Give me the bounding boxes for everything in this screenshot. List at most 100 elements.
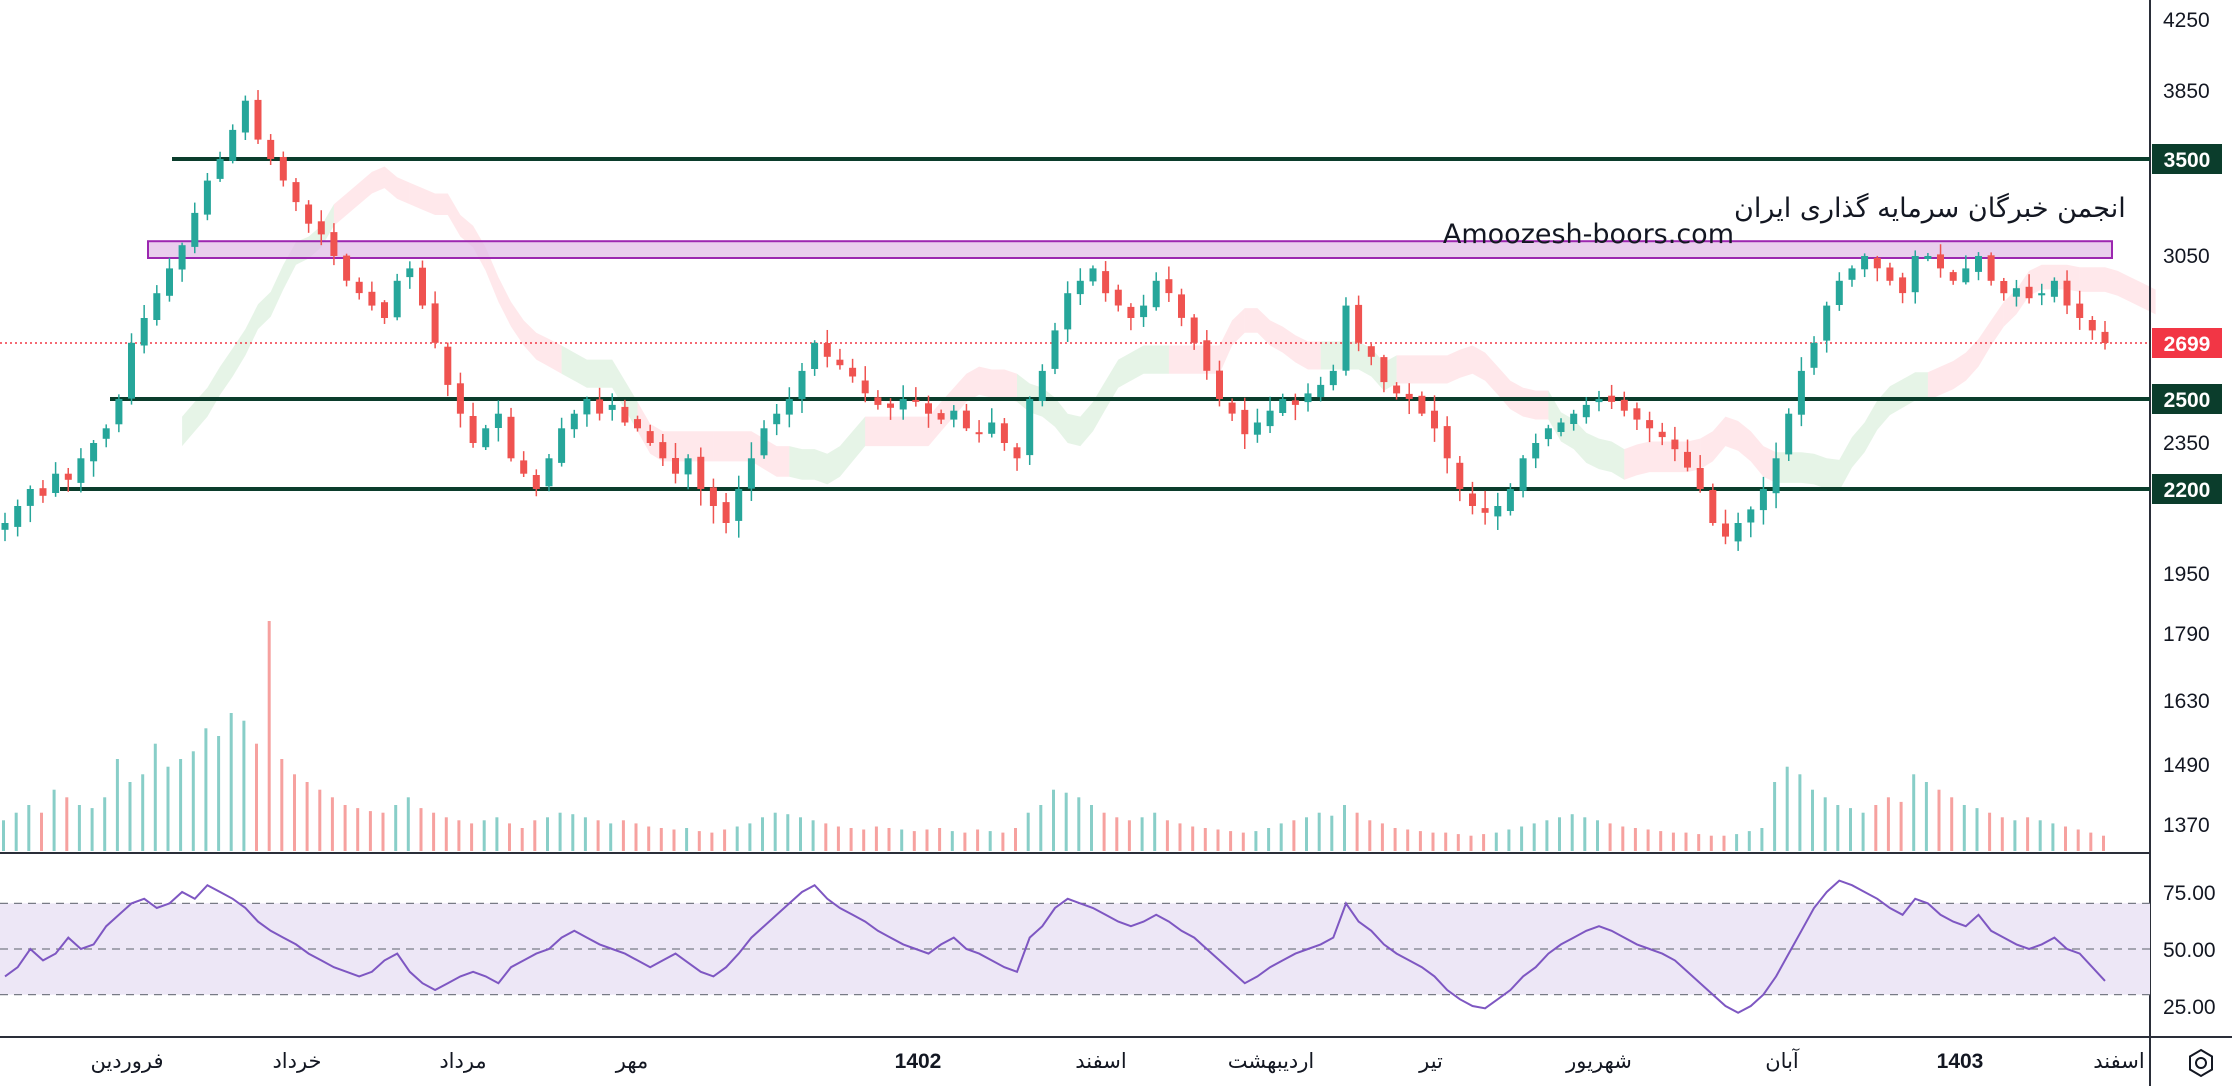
cloud-segment	[1320, 341, 1397, 391]
candle-body	[722, 502, 730, 523]
resistance-zone[interactable]	[147, 240, 2113, 260]
volume-bar	[1305, 817, 1308, 851]
candle-body	[545, 458, 553, 487]
volume-bar	[1684, 832, 1688, 851]
volume-bar	[950, 831, 954, 851]
volume-bar	[786, 814, 790, 851]
volume-bar	[773, 812, 777, 851]
candle-body	[1266, 410, 1274, 427]
volume-bar	[1279, 823, 1283, 851]
settings-icon[interactable]	[2184, 1046, 2218, 1080]
candle-body	[608, 404, 616, 410]
volume-bar	[596, 820, 600, 851]
price-tick-label: 1790	[2163, 623, 2210, 646]
candle-body	[1595, 399, 1603, 403]
volume-bar	[1267, 828, 1271, 851]
volume-bar	[546, 817, 549, 851]
cloud-segment	[409, 182, 486, 271]
resistance-zone-rect[interactable]	[147, 240, 2113, 260]
rsi-tick-label: 75.00	[2163, 882, 2216, 905]
volume-bar	[356, 808, 360, 851]
level-badge-3500	[2152, 144, 2222, 174]
candlestick-layer	[1, 90, 2109, 551]
candle-body	[1228, 402, 1236, 414]
volume-bar	[1191, 826, 1195, 851]
candle-body	[950, 410, 958, 420]
cloud-segment	[1700, 416, 1777, 483]
candle-body	[494, 413, 502, 428]
volume-bar	[659, 828, 663, 851]
candle-body	[659, 442, 667, 459]
candle-body	[1797, 370, 1805, 415]
price-axis[interactable]: 4250 3850 3050 2350 1950 1790 1630 1490 1370	[2163, 9, 2210, 837]
volume-bar	[1886, 797, 1890, 851]
candle-body	[634, 419, 641, 429]
time-axis[interactable]: فروردین خرداد مرداد مهر 1402 اسفند اردیبهشت تیر…	[90, 1048, 2144, 1073]
volume-bar	[166, 766, 170, 851]
candle-body	[2000, 281, 2008, 294]
candle-body	[507, 416, 515, 459]
volume-bar	[1861, 812, 1865, 851]
candle-body	[760, 428, 768, 456]
candle-body	[811, 342, 819, 369]
time-month-label: اسفند	[2093, 1050, 2144, 1073]
candle-body	[975, 432, 983, 435]
volume-bar	[836, 826, 840, 851]
volume-bar	[1671, 832, 1675, 851]
volume-bar	[1520, 826, 1524, 851]
candle-body	[735, 489, 743, 521]
candle-body	[1911, 256, 1919, 293]
volume-bar	[394, 805, 398, 851]
candle-body	[128, 342, 135, 399]
watermark: انجمن خبرگان سرمایه گذاری ایران Amoozesh…	[1443, 192, 2126, 250]
volume-bar	[280, 759, 284, 851]
volume-bar	[1001, 832, 1005, 851]
volume-bar	[1482, 834, 1486, 851]
candle-body	[1785, 413, 1793, 455]
candle-body	[1987, 255, 1995, 281]
candle-body	[102, 428, 110, 439]
cloud-segment	[1017, 373, 1093, 447]
candle-body	[925, 403, 932, 414]
volume-bar	[1608, 823, 1612, 851]
cloud-segment	[1776, 437, 1852, 491]
candle-body	[1747, 509, 1755, 523]
cloud-segment	[1168, 308, 1245, 374]
volume-bar	[65, 797, 69, 851]
volume-bar	[77, 805, 81, 851]
volume-bar	[1064, 792, 1068, 851]
volume-bar	[482, 820, 486, 851]
volume-bar	[874, 826, 878, 851]
volume-bar	[1785, 766, 1789, 851]
candle-body	[1190, 317, 1198, 343]
volume-bar	[1735, 834, 1739, 851]
candle-body	[2076, 303, 2084, 318]
candle-body	[1861, 256, 1869, 270]
candle-body	[267, 139, 275, 159]
volume-bar	[470, 823, 474, 851]
volume-bar	[976, 829, 980, 851]
volume-bar	[571, 814, 575, 851]
volume-bar	[2064, 826, 2067, 851]
volume-bar	[1418, 831, 1422, 851]
volume-bar	[748, 823, 752, 851]
candle-body	[1076, 280, 1084, 295]
price-tick-label: 1490	[2163, 754, 2210, 777]
volume-bar	[1697, 834, 1701, 851]
volume-bar	[1203, 828, 1207, 851]
volume-bar	[1343, 805, 1346, 851]
volume-bar	[1811, 789, 1814, 851]
volume-bar	[1558, 817, 1561, 851]
candle-body	[621, 406, 629, 423]
candle-body	[861, 380, 869, 394]
volume-bar	[583, 817, 587, 851]
volume-bar	[1962, 805, 1966, 851]
rsi-tick-label: 25.00	[2163, 996, 2216, 1019]
candle-body	[823, 343, 831, 357]
candle-body	[1608, 395, 1616, 402]
support-resistance-levels[interactable]	[60, 157, 2150, 491]
volume-bar	[1773, 782, 1777, 851]
candle-body	[1658, 431, 1666, 438]
candle-body	[1532, 443, 1540, 459]
